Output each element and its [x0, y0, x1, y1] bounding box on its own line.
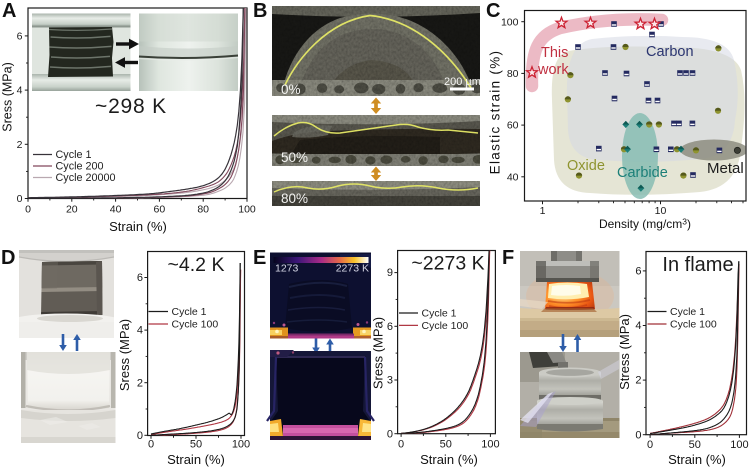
- svg-text:Cycle 100: Cycle 100: [172, 319, 219, 331]
- svg-text:2: 2: [137, 377, 143, 389]
- svg-text:Cycle 1: Cycle 1: [56, 149, 92, 161]
- svg-text:0: 0: [17, 193, 23, 205]
- svg-text:Metal: Metal: [707, 160, 744, 177]
- svg-text:4: 4: [635, 320, 641, 332]
- svg-text:0: 0: [647, 439, 653, 451]
- svg-text:In flame: In flame: [662, 254, 733, 276]
- svg-text:100: 100: [238, 204, 256, 216]
- svg-text:20: 20: [66, 204, 78, 216]
- svg-text:1273: 1273: [275, 263, 299, 275]
- svg-text:2273 K: 2273 K: [336, 263, 369, 275]
- svg-text:0: 0: [635, 429, 641, 441]
- svg-text:2: 2: [17, 139, 23, 151]
- svg-text:Sress (MPa): Sress (MPa): [117, 319, 132, 391]
- svg-text:80: 80: [197, 204, 209, 216]
- svg-text:C: C: [486, 0, 500, 22]
- svg-text:9: 9: [387, 267, 393, 279]
- svg-text:50%: 50%: [281, 150, 308, 165]
- svg-text:0: 0: [25, 204, 31, 216]
- svg-text:Strain (%): Strain (%): [167, 452, 225, 467]
- svg-text:60: 60: [507, 120, 519, 132]
- svg-text:0: 0: [387, 428, 393, 440]
- svg-text:Oxide: Oxide: [567, 158, 605, 174]
- svg-text:This: This: [541, 45, 568, 61]
- svg-text:0: 0: [137, 430, 143, 442]
- svg-text:100: 100: [730, 439, 748, 451]
- svg-text:~2273 K: ~2273 K: [411, 253, 484, 275]
- svg-text:D: D: [1, 247, 15, 269]
- svg-text:4: 4: [137, 325, 143, 337]
- svg-text:A: A: [2, 0, 16, 22]
- svg-text:1: 1: [540, 205, 546, 217]
- svg-text:Strain (%): Strain (%): [668, 452, 726, 467]
- svg-text:Elastic strain (%): Elastic strain (%): [488, 50, 503, 175]
- svg-text:4: 4: [17, 85, 23, 97]
- svg-text:6: 6: [17, 31, 23, 43]
- svg-text:Cycle 1: Cycle 1: [172, 306, 207, 318]
- svg-text:Cycle 1: Cycle 1: [422, 308, 457, 320]
- svg-text:~298 K: ~298 K: [95, 95, 167, 118]
- svg-text:2: 2: [635, 375, 641, 387]
- svg-text:6: 6: [387, 321, 393, 333]
- svg-text:E: E: [253, 247, 266, 269]
- svg-text:6: 6: [137, 272, 143, 284]
- svg-text:Cycle 20000: Cycle 20000: [56, 172, 116, 184]
- svg-text:80: 80: [507, 68, 519, 80]
- svg-text:50: 50: [689, 439, 701, 451]
- svg-text:Strain (%): Strain (%): [109, 219, 167, 234]
- svg-text:Cycle 1: Cycle 1: [670, 306, 705, 318]
- svg-text:F: F: [502, 247, 514, 269]
- svg-text:100: 100: [481, 439, 499, 451]
- svg-text:50: 50: [440, 439, 452, 451]
- svg-text:200 µm: 200 µm: [444, 76, 481, 88]
- svg-text:Cycle 100: Cycle 100: [422, 320, 469, 332]
- svg-text:Sress (MPa): Sress (MPa): [371, 317, 386, 389]
- svg-text:40: 40: [507, 171, 519, 183]
- svg-text:Strain (%): Strain (%): [420, 452, 478, 467]
- svg-text:Stress (MPa): Stress (MPa): [617, 314, 632, 390]
- svg-text:Carbon: Carbon: [646, 44, 694, 60]
- svg-text:Sress (MPa): Sress (MPa): [1, 62, 15, 131]
- svg-text:B: B: [253, 0, 267, 22]
- svg-text:100: 100: [501, 16, 519, 28]
- svg-text:6: 6: [635, 266, 641, 278]
- svg-text:~4.2 K: ~4.2 K: [168, 254, 225, 276]
- svg-text:40: 40: [110, 204, 122, 216]
- svg-text:10: 10: [655, 205, 667, 217]
- svg-text:3: 3: [387, 375, 393, 387]
- svg-text:50: 50: [190, 439, 202, 451]
- svg-text:Cycle 100: Cycle 100: [670, 319, 717, 331]
- svg-text:work: work: [537, 62, 569, 78]
- svg-text:80%: 80%: [281, 191, 308, 206]
- svg-text:0: 0: [398, 439, 404, 451]
- svg-text:100: 100: [232, 439, 250, 451]
- svg-text:60: 60: [154, 204, 166, 216]
- svg-text:Cycle 200: Cycle 200: [56, 161, 104, 173]
- svg-text:Density (mg/cm3): Density (mg/cm3): [599, 216, 691, 231]
- svg-text:0: 0: [148, 439, 154, 451]
- svg-text:Carbide: Carbide: [617, 165, 668, 181]
- svg-text:0%: 0%: [281, 82, 301, 97]
